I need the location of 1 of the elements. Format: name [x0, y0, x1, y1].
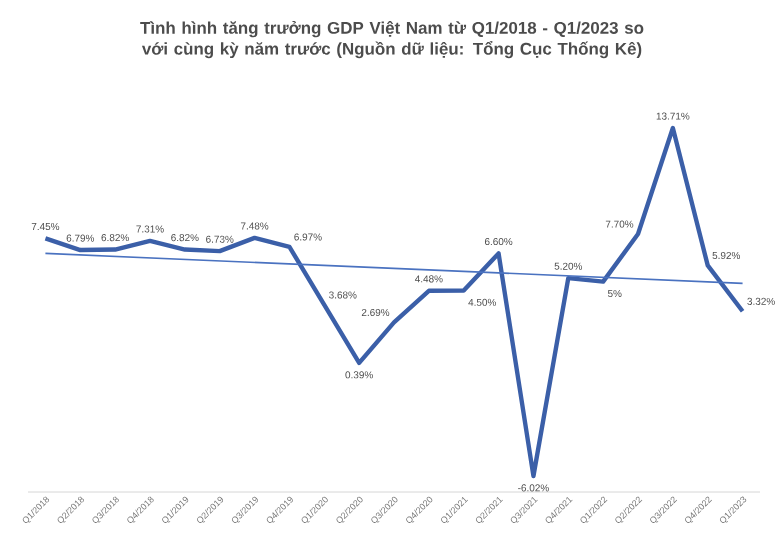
chart-title: Tình hình tăng trưởng GDP Việt Nam từ Q1/2018 - Q1/2023 so với cùng kỳ năm trước (Nguồn dữ liệu: Tổng Cục Thống Kê) [140, 21, 644, 59]
